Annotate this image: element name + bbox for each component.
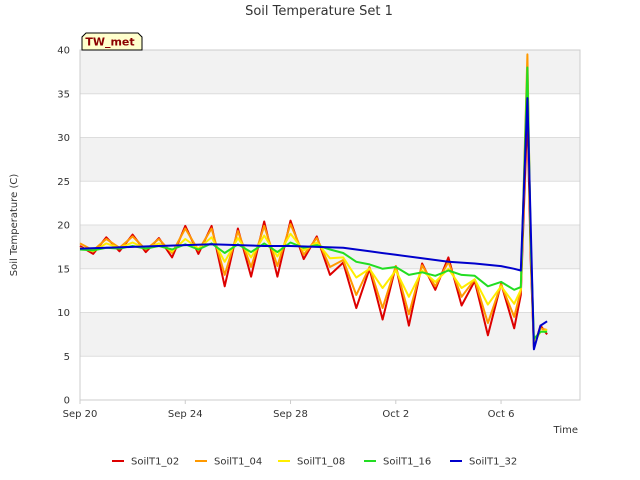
chart-title: Soil Temperature Set 1 xyxy=(245,4,393,19)
x-tick-label: Oct 6 xyxy=(488,409,515,420)
background-band xyxy=(80,312,580,357)
series-line-soilt1_08 xyxy=(79,79,548,345)
legend: SoilT1_02 SoilT1_04 SoilT1_08 SoilT1_16 Soil… xyxy=(112,457,517,468)
background-band xyxy=(80,137,580,182)
site-badge-label: TW_met xyxy=(85,36,134,49)
series-lines xyxy=(79,53,548,351)
legend-label: SoilT1_04 xyxy=(214,457,262,468)
y-tick-label: 15 xyxy=(57,264,70,275)
y-tick-label: 0 xyxy=(64,396,70,407)
series-line-soilt1_32 xyxy=(79,97,548,351)
x-tick-label: Sep 28 xyxy=(273,409,308,420)
y-tick-label: 35 xyxy=(57,89,70,100)
background-band xyxy=(80,50,580,94)
x-axis-label: Time xyxy=(553,425,578,436)
series-line-soilt1_04 xyxy=(79,53,548,347)
legend-label: SoilT1_16 xyxy=(383,457,431,468)
x-tick-label: Sep 24 xyxy=(168,409,203,420)
site-badge-shape xyxy=(81,32,143,51)
site-badge: TW_met xyxy=(81,32,143,51)
y-tick-label: 5 xyxy=(64,352,70,363)
y-tick-label: 20 xyxy=(57,221,70,232)
y-axis-label: Soil Temperature (C) xyxy=(9,174,20,277)
x-tick-label: Sep 20 xyxy=(63,409,98,420)
x-axis-ticks: Sep 20 Sep 24 Sep 28 Oct 2 Oct 6 xyxy=(63,400,515,420)
legend-label: SoilT1_32 xyxy=(469,457,517,468)
legend-label: SoilT1_08 xyxy=(297,457,345,468)
y-tick-label: 40 xyxy=(57,46,70,57)
y-tick-label: 30 xyxy=(57,133,70,144)
background-bands xyxy=(80,50,580,357)
legend-label: SoilT1_02 xyxy=(131,457,179,468)
y-tick-label: 10 xyxy=(57,308,70,319)
series-line-soilt1_16 xyxy=(79,66,548,340)
x-tick-label: Oct 2 xyxy=(382,409,409,420)
plot-frame xyxy=(79,49,581,401)
y-tick-label: 25 xyxy=(57,177,70,188)
y-axis-ticks: 0 5 10 15 20 25 30 35 40 xyxy=(57,46,70,407)
